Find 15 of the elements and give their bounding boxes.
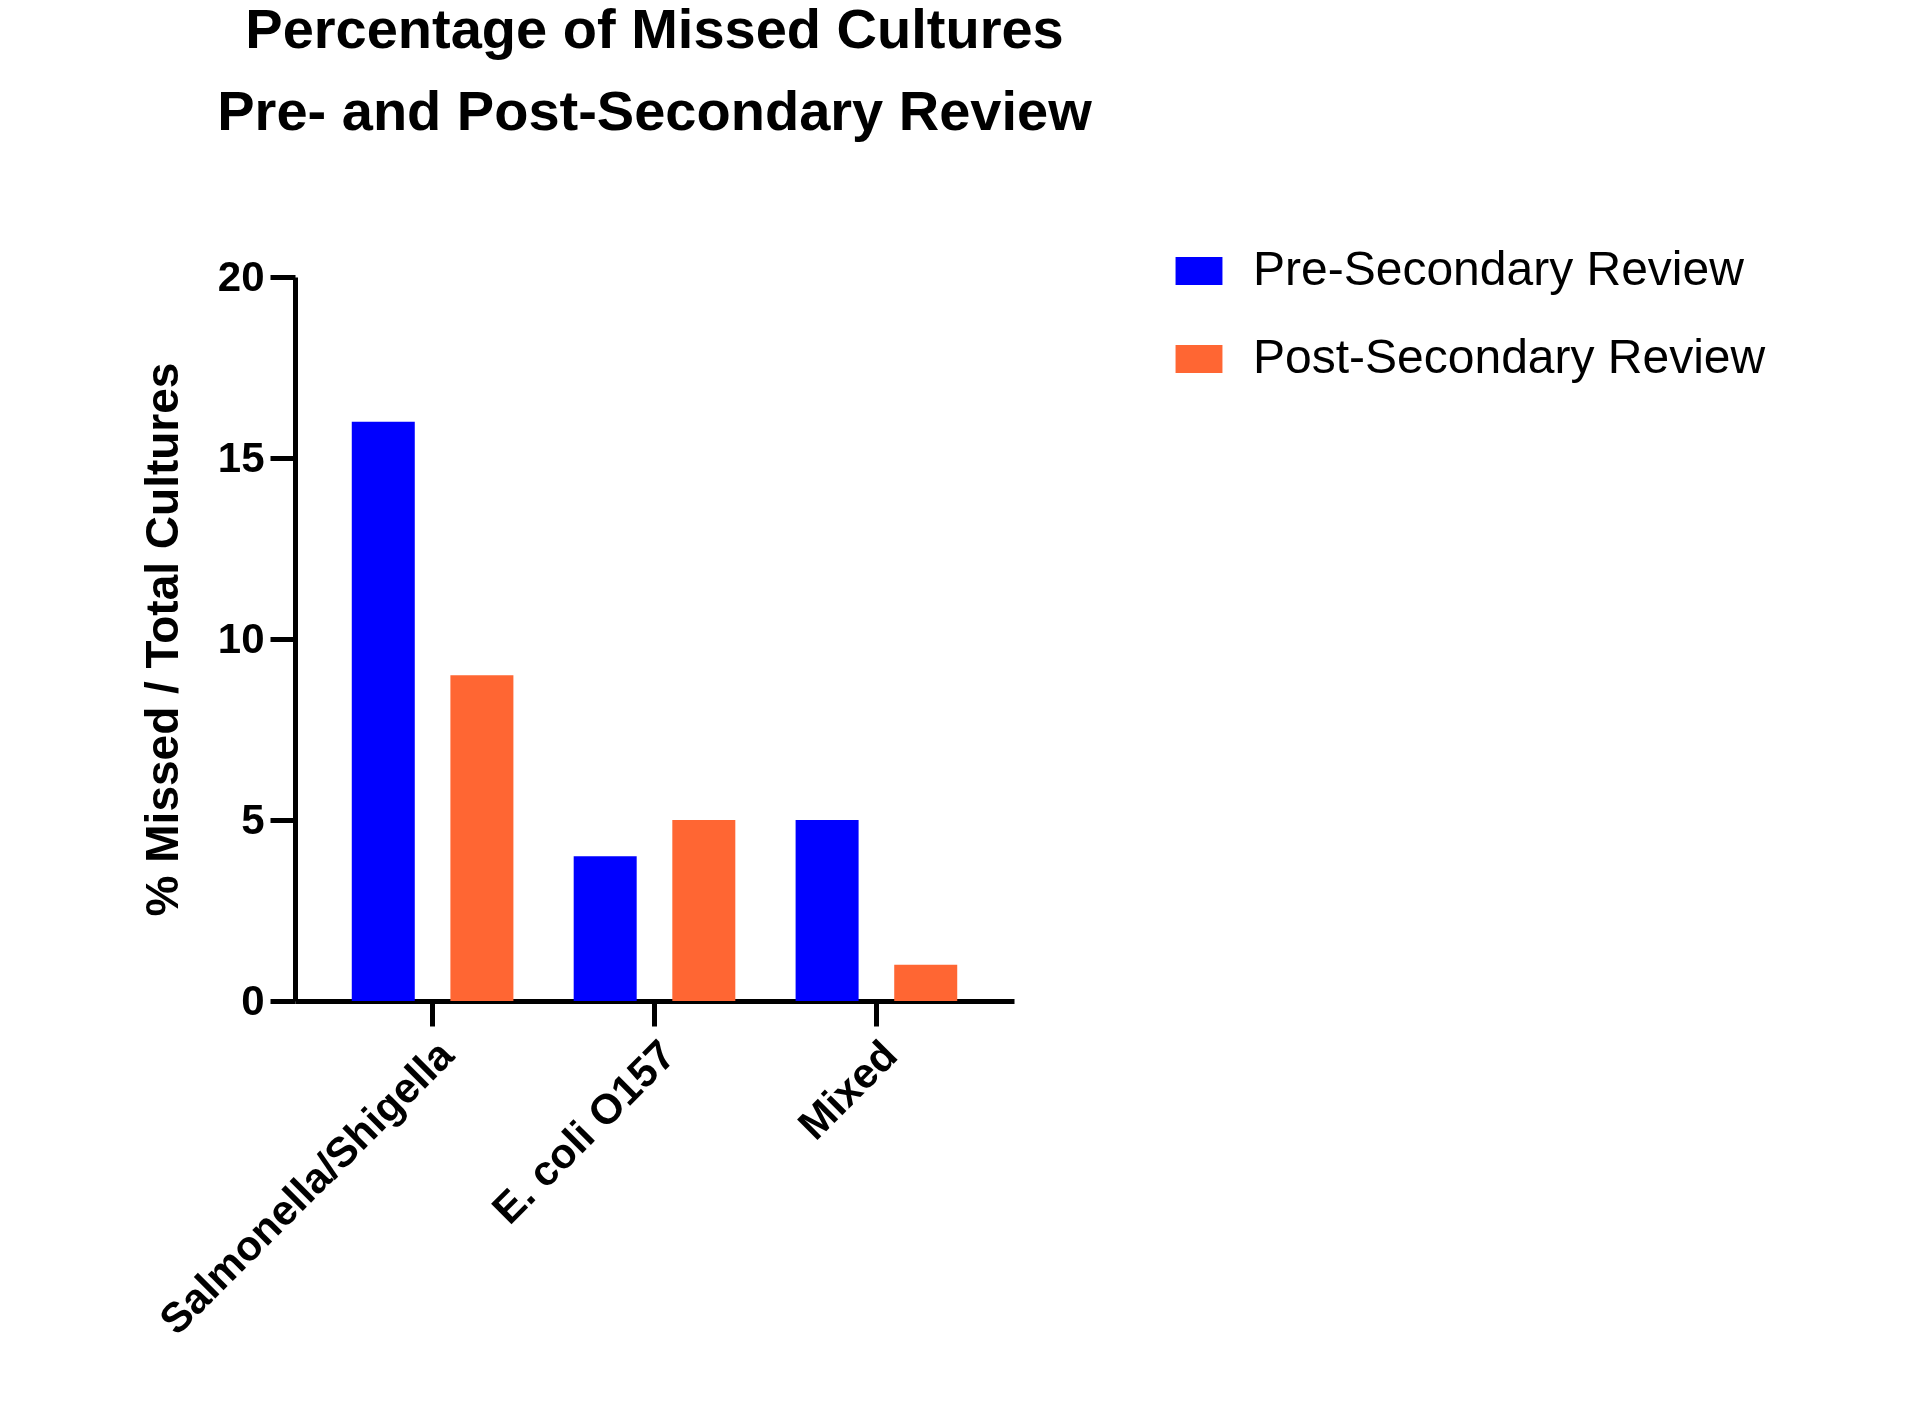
bar xyxy=(672,820,736,1001)
bar xyxy=(450,675,514,1001)
legend-label: Pre-Secondary Review xyxy=(1253,242,1745,295)
y-tick-label: 0 xyxy=(241,976,265,1024)
y-axis-title: % Missed / Total Cultures xyxy=(135,362,188,917)
bar xyxy=(351,421,415,1001)
chart-title: Percentage of Missed Cultures Pre- and Post-Secondary Review xyxy=(217,0,1093,142)
y-tick-label: 15 xyxy=(217,433,265,481)
legend-label: Post-Secondary Review xyxy=(1253,330,1766,383)
bar xyxy=(795,820,859,1001)
bar xyxy=(573,856,637,1001)
y-tick-label: 20 xyxy=(217,252,265,300)
y-tick-label: 10 xyxy=(217,614,265,662)
bar xyxy=(894,964,958,1001)
y-tick-label: 5 xyxy=(241,795,265,843)
